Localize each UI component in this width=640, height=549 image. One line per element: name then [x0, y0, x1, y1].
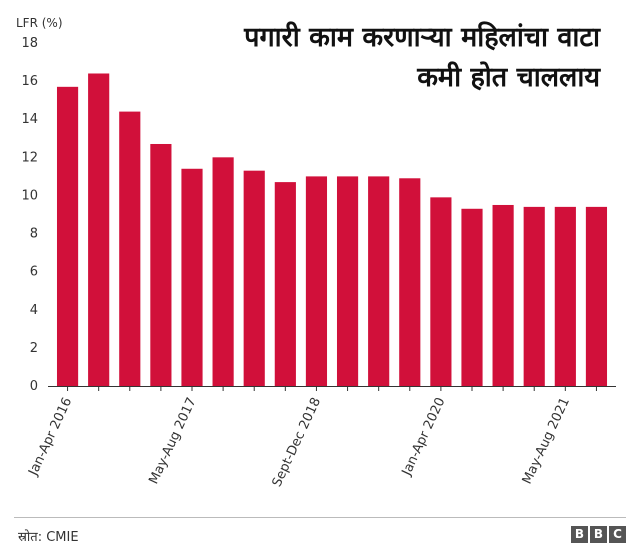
- source-note: स्रोत: CMIE: [18, 530, 79, 545]
- bar: [554, 206, 576, 386]
- bar: [399, 178, 421, 386]
- bar: [585, 206, 608, 386]
- bar: [492, 204, 514, 386]
- bar: [336, 176, 359, 386]
- bar: [88, 73, 110, 387]
- bar: [243, 170, 265, 386]
- chart-title: पगारी काम करणाऱ्या महिलांचा वाटा कमी होत…: [244, 18, 600, 98]
- y-tick-label: 0: [30, 379, 38, 394]
- y-tick-label: 8: [30, 227, 38, 242]
- y-tick-label: 2: [30, 341, 38, 356]
- x-tick-label: Sept-Dec 2018: [270, 395, 324, 489]
- y-tick-label: 6: [30, 265, 38, 280]
- bar: [461, 208, 483, 386]
- x-tick-label: Jan-Apr 2016: [26, 395, 76, 479]
- y-axis-unit-label: LFR (%): [16, 16, 63, 30]
- bbc-logo-letter: C: [609, 526, 626, 543]
- chart-title-line-2: कमी होत चाललाय: [417, 62, 600, 93]
- x-tick-label: May-Aug 2021: [520, 395, 573, 486]
- chart-title-line-1: पगारी काम करणाऱ्या महिलांचा वाटा: [244, 22, 600, 53]
- x-tick-label: May-Aug 2017: [146, 395, 199, 486]
- bbc-logo-letter: B: [571, 526, 588, 543]
- bar: [119, 111, 141, 386]
- footer-divider: [14, 517, 626, 518]
- bbc-logo: B B C: [571, 526, 626, 543]
- bar: [181, 168, 203, 386]
- bar: [56, 86, 79, 386]
- bars-group: [56, 73, 608, 387]
- y-tick-label: 4: [30, 303, 38, 318]
- y-tick-label: 18: [21, 36, 38, 51]
- y-axis: 0 2 4 6 8 10 12 14 16 18: [21, 36, 38, 394]
- y-tick-label: 16: [21, 74, 38, 89]
- bar: [212, 157, 234, 386]
- bar: [368, 176, 390, 386]
- x-axis: Jan-Apr 2016 May-Aug 2017 Sept-Dec 2018 Jan…: [26, 386, 616, 489]
- x-tick-label: Jan-Apr 2020: [399, 395, 449, 479]
- y-tick-label: 14: [21, 112, 38, 127]
- y-tick-label: 12: [21, 150, 38, 165]
- bar: [430, 197, 452, 386]
- bar: [305, 176, 328, 386]
- bbc-logo-letter: B: [590, 526, 607, 543]
- bar: [150, 143, 172, 386]
- bar: [523, 206, 545, 386]
- bar: [274, 182, 296, 386]
- y-tick-label: 10: [21, 188, 38, 203]
